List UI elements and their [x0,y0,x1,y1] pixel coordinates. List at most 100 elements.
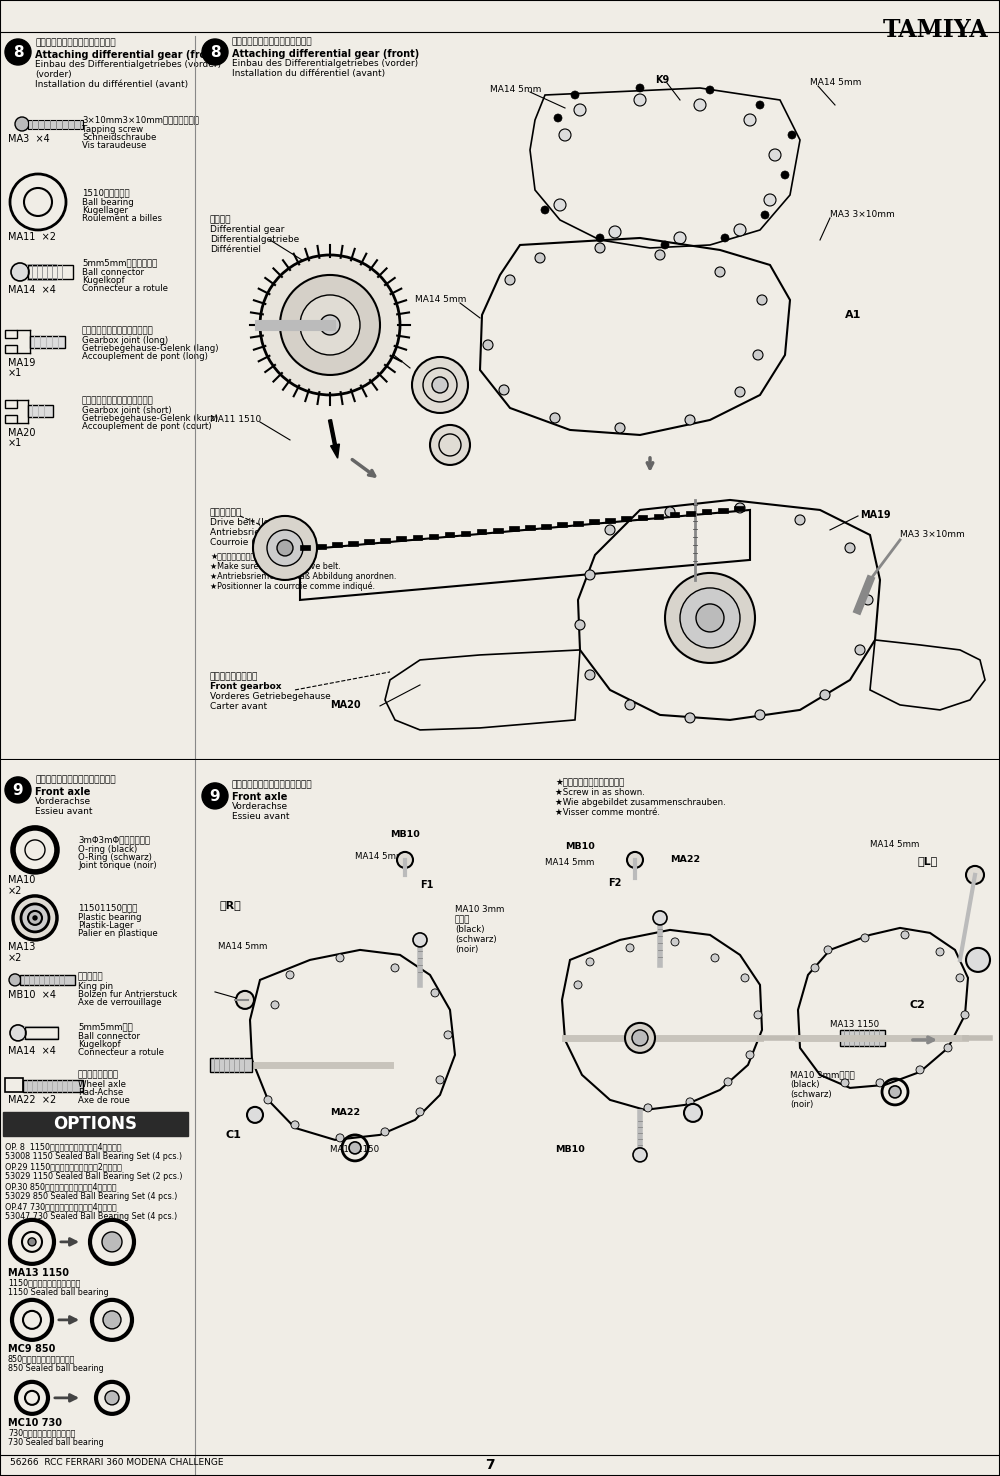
Circle shape [483,339,493,350]
Text: Kugelkopf: Kugelkopf [78,1041,121,1049]
Bar [638,515,647,520]
Circle shape [901,931,909,939]
Circle shape [636,84,644,92]
Circle shape [680,587,740,648]
Text: （フロントアクスルの組み立て）: （フロントアクスルの組み立て） [35,775,116,784]
Circle shape [855,645,865,655]
Circle shape [391,964,399,971]
Text: 9: 9 [210,790,220,804]
Circle shape [9,974,21,986]
Bar [541,524,551,528]
Circle shape [944,1044,952,1052]
Text: MA11 1510: MA11 1510 [210,415,261,424]
Text: 〈R〉: 〈R〉 [220,900,242,909]
Circle shape [876,1079,884,1086]
Circle shape [10,1024,26,1041]
Text: Installation du différentiel (avant): Installation du différentiel (avant) [35,80,188,89]
Circle shape [754,1011,762,1018]
Circle shape [671,937,679,946]
Circle shape [103,1311,121,1328]
Text: Einbau des Differentialgetriebes (vorder): Einbau des Differentialgetriebes (vorder… [232,59,418,68]
Text: Ball connector: Ball connector [82,269,144,277]
Bar [493,528,503,533]
Text: King pin: King pin [78,982,113,990]
Bar [28,404,53,416]
Bar [5,415,17,424]
Text: Accouplement de pont (long): Accouplement de pont (long) [82,351,208,362]
Text: Vorderes Getriebegehause: Vorderes Getriebegehause [210,692,331,701]
Circle shape [781,171,789,179]
Circle shape [5,38,31,65]
Text: 1150ラバーシールベアリング: 1150ラバーシールベアリング [8,1278,80,1287]
Text: ホイールアクスル: ホイールアクスル [78,1070,119,1079]
Circle shape [811,964,819,971]
Circle shape [863,595,873,605]
Text: (noir): (noir) [790,1100,813,1108]
Text: 8: 8 [210,46,220,61]
Text: (noir): (noir) [455,945,478,953]
Circle shape [236,990,254,1010]
Text: C2: C2 [910,999,926,1010]
Text: ★Visser comme montré.: ★Visser comme montré. [555,807,660,816]
Text: 53008 1150 Sealed Ball Bearing Set (4 pcs.): 53008 1150 Sealed Ball Bearing Set (4 pc… [5,1151,182,1162]
Circle shape [634,94,646,106]
Text: 7: 7 [485,1458,495,1472]
Bar [621,517,631,521]
Text: MA10 3mm: MA10 3mm [455,905,504,914]
Circle shape [653,911,667,925]
Circle shape [431,989,439,996]
Text: Rad-Achse: Rad-Achse [78,1088,123,1097]
Text: MB10  ×4: MB10 ×4 [8,990,56,999]
Circle shape [430,425,470,465]
Text: 53029 1150 Sealed Ball Bearing Set (2 pcs.): 53029 1150 Sealed Ball Bearing Set (2 pc… [5,1172,182,1181]
Text: 5mm5mmピローボール: 5mm5mmピローボール [82,258,157,267]
Text: Einbau des Differentialgetriebes (vorder): Einbau des Differentialgetriebes (vorder… [35,61,221,69]
Circle shape [202,782,228,809]
Circle shape [11,263,29,280]
Circle shape [585,670,595,680]
Text: テフギヤ: テフギヤ [210,215,232,224]
Polygon shape [562,930,762,1110]
Text: MA22  ×2: MA22 ×2 [8,1095,56,1106]
Bar [5,345,17,353]
Text: (vorder): (vorder) [35,69,72,80]
Text: F1: F1 [420,880,433,890]
Circle shape [744,114,756,125]
Text: 730 Sealed ball bearing: 730 Sealed ball bearing [8,1438,104,1446]
Text: MA14 5mm: MA14 5mm [870,840,919,849]
Text: Kugellager: Kugellager [82,207,128,215]
Circle shape [764,193,776,207]
Text: ★Wie abgebildet zusammenschrauben.: ★Wie abgebildet zusammenschrauben. [555,799,726,807]
Circle shape [756,100,764,109]
Text: Ball bearing: Ball bearing [82,198,134,207]
Circle shape [105,1390,119,1405]
Circle shape [260,255,400,396]
FancyArrowPatch shape [214,1063,247,1067]
Bar [702,509,711,514]
Polygon shape [798,928,968,1088]
Text: フロントギヤケース: フロントギヤケース [210,672,258,680]
Text: MB10: MB10 [555,1145,585,1154]
Circle shape [574,982,582,989]
Text: ★Make sure to attach drive belt.: ★Make sure to attach drive belt. [210,562,341,571]
Circle shape [13,896,57,940]
Text: OPTIONS: OPTIONS [53,1114,137,1134]
Text: ★Positionner la courroie comme indiqué.: ★Positionner la courroie comme indiqué. [210,582,375,592]
Text: C1: C1 [225,1131,241,1139]
Text: Différentiel: Différentiel [210,245,261,254]
Text: （黒）: （黒） [455,915,470,924]
Circle shape [28,1238,36,1246]
Circle shape [625,700,635,710]
Circle shape [706,86,714,94]
Text: MA3 3×10mm: MA3 3×10mm [900,530,965,539]
Circle shape [685,713,695,723]
Text: キングピン: キングピン [78,971,104,982]
Text: Getriebegehause-Gelenk (kurz): Getriebegehause-Gelenk (kurz) [82,413,218,424]
Circle shape [845,543,855,554]
Text: 730ラバーシールベアリング: 730ラバーシールベアリング [8,1427,75,1436]
Text: Attaching differential gear (front): Attaching differential gear (front) [232,49,419,59]
Circle shape [336,953,344,962]
Text: （フロントデフギヤの取り付け）: （フロントデフギヤの取り付け） [35,38,116,47]
Circle shape [684,1104,702,1122]
Circle shape [541,207,549,214]
